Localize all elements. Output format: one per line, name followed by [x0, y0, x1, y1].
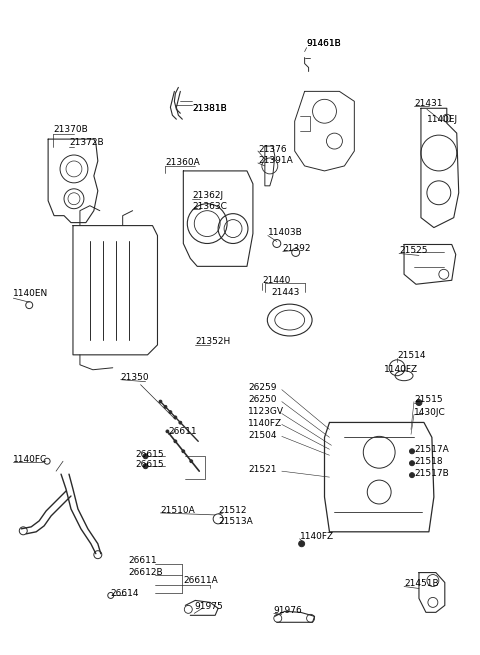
Text: 21392: 21392	[283, 244, 311, 253]
Text: 91976: 91976	[274, 606, 302, 615]
Circle shape	[179, 421, 182, 424]
Circle shape	[174, 440, 177, 443]
Text: 21391A: 21391A	[258, 157, 293, 166]
Text: 91461B: 91461B	[307, 39, 341, 48]
Text: 21352H: 21352H	[195, 337, 230, 346]
Circle shape	[166, 430, 169, 433]
Circle shape	[143, 454, 148, 458]
Text: 26250: 26250	[248, 395, 276, 404]
Text: 26615: 26615	[136, 460, 164, 469]
Text: 21362J: 21362J	[192, 191, 223, 200]
Text: 21443: 21443	[272, 288, 300, 297]
Circle shape	[182, 450, 185, 453]
Text: 91975: 91975	[194, 602, 223, 611]
Text: 26611A: 26611A	[183, 576, 218, 585]
Text: 1140EN: 1140EN	[13, 289, 48, 298]
Text: 21517B: 21517B	[414, 468, 449, 477]
Circle shape	[416, 400, 422, 405]
Circle shape	[409, 449, 415, 454]
Text: 21518: 21518	[414, 457, 443, 466]
Circle shape	[169, 411, 172, 413]
Text: 21521: 21521	[248, 464, 276, 474]
Text: 21440: 21440	[262, 276, 290, 285]
Text: 21525: 21525	[399, 246, 428, 255]
Text: 26611: 26611	[168, 427, 197, 436]
Circle shape	[164, 405, 167, 408]
Text: 21510A: 21510A	[160, 506, 195, 515]
Text: 21381B: 21381B	[192, 103, 227, 113]
Circle shape	[143, 464, 148, 469]
Text: 1140EJ: 1140EJ	[427, 115, 458, 124]
Text: 21517A: 21517A	[414, 445, 449, 454]
Circle shape	[174, 416, 177, 419]
Circle shape	[409, 473, 415, 477]
Text: 21515: 21515	[414, 395, 443, 404]
Text: 21451B: 21451B	[404, 579, 439, 588]
Text: 11403B: 11403B	[268, 228, 302, 237]
Text: 21512: 21512	[218, 506, 247, 515]
Text: 91461B: 91461B	[307, 39, 341, 48]
Text: 26615: 26615	[136, 450, 164, 458]
Circle shape	[159, 400, 162, 403]
Text: 26259: 26259	[248, 383, 276, 392]
Text: 21513A: 21513A	[218, 517, 253, 527]
Text: 1140FC: 1140FC	[13, 455, 48, 464]
Text: 1140FZ: 1140FZ	[248, 419, 282, 428]
Circle shape	[190, 460, 193, 462]
Text: 21376: 21376	[258, 145, 287, 153]
Text: 26614: 26614	[111, 589, 139, 598]
Text: 26612B: 26612B	[129, 568, 163, 577]
Text: 21363C: 21363C	[192, 202, 227, 211]
Text: 1140FZ: 1140FZ	[384, 365, 418, 374]
Text: 21370B: 21370B	[53, 124, 88, 134]
Text: 1430JC: 1430JC	[414, 408, 446, 417]
Circle shape	[409, 460, 415, 466]
Circle shape	[299, 541, 305, 547]
Text: 21360A: 21360A	[166, 159, 200, 168]
Text: 21350: 21350	[120, 373, 149, 383]
Text: 21504: 21504	[248, 431, 276, 440]
Text: 1140FZ: 1140FZ	[300, 533, 334, 541]
Text: 21381B: 21381B	[192, 103, 227, 113]
Text: 26611: 26611	[129, 556, 157, 565]
Text: 21514: 21514	[397, 351, 426, 360]
Text: 21372B: 21372B	[69, 138, 104, 147]
Text: 1123GV: 1123GV	[248, 407, 284, 416]
Text: 21431: 21431	[414, 99, 443, 108]
